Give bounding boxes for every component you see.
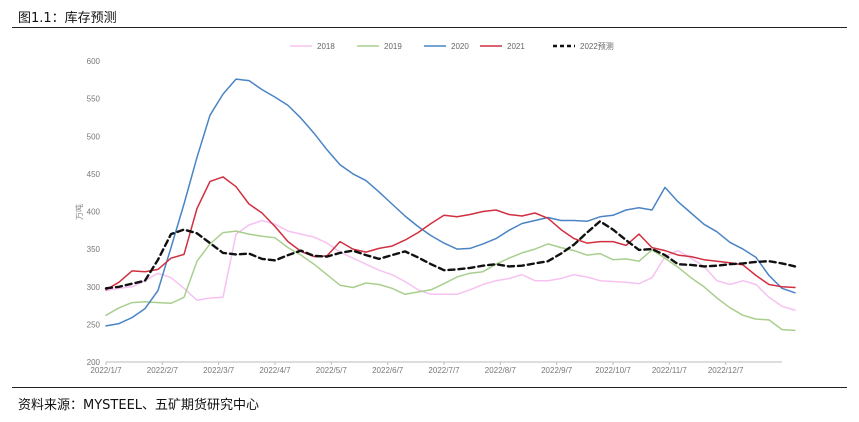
y-tick-label: 400 bbox=[87, 208, 101, 217]
series-line-1 bbox=[105, 230, 796, 332]
figure-title: 图1.1：库存预测 bbox=[18, 11, 117, 26]
series-line-2 bbox=[105, 78, 796, 327]
source-note: 资料来源：MYSTEEL、五矿期货研究中心 bbox=[18, 398, 260, 413]
x-tick-label: 2022/10/7 bbox=[595, 366, 631, 375]
y-tick-label: 500 bbox=[87, 132, 101, 141]
bottom-rule bbox=[12, 387, 847, 388]
legend-label: 2020 bbox=[451, 42, 469, 51]
y-tick-label: 350 bbox=[87, 245, 101, 254]
y-tick-label: 600 bbox=[87, 57, 101, 66]
x-tick-label: 2022/6/7 bbox=[372, 366, 404, 375]
legend-label: 2019 bbox=[384, 42, 402, 51]
x-tick-label: 2022/9/7 bbox=[541, 366, 573, 375]
y-tick-label: 250 bbox=[87, 320, 101, 329]
x-tick-label: 2022/11/7 bbox=[652, 366, 688, 375]
x-tick-label: 2022/4/7 bbox=[259, 366, 291, 375]
series-layer bbox=[104, 78, 797, 332]
y-tick-label: 550 bbox=[87, 95, 101, 104]
y-axis: 200 250 300 350 400 450 500 550 600 bbox=[87, 57, 101, 367]
legend-label: 2022预测 bbox=[580, 41, 614, 51]
chart-legend: 2018 2019 2020 2021 2022预测 bbox=[290, 41, 614, 51]
x-tick-label: 2022/1/7 bbox=[90, 366, 122, 375]
series-line-3 bbox=[105, 176, 796, 291]
y-tick-label: 450 bbox=[87, 170, 101, 179]
x-axis: 2022/1/7 2022/2/7 2022/3/7 2022/4/7 2022/5/7… bbox=[90, 361, 782, 375]
x-tick-label: 2022/3/7 bbox=[203, 366, 235, 375]
top-rule bbox=[12, 27, 847, 28]
x-tick-label: 2022/5/7 bbox=[316, 366, 348, 375]
y-tick-label: 200 bbox=[87, 358, 101, 367]
x-tick-label: 2022/8/7 bbox=[485, 366, 517, 375]
legend-label: 2018 bbox=[317, 42, 335, 51]
series-line-4 bbox=[104, 220, 797, 290]
legend-label: 2021 bbox=[507, 42, 525, 51]
x-tick-label: 2022/2/7 bbox=[147, 366, 179, 375]
x-tick-label: 2022/7/7 bbox=[428, 366, 460, 375]
series-line-0 bbox=[105, 219, 796, 311]
y-tick-label: 300 bbox=[87, 283, 101, 292]
x-tick-label: 2022/12/7 bbox=[708, 366, 744, 375]
y-axis-label: 万吨 bbox=[74, 204, 84, 220]
